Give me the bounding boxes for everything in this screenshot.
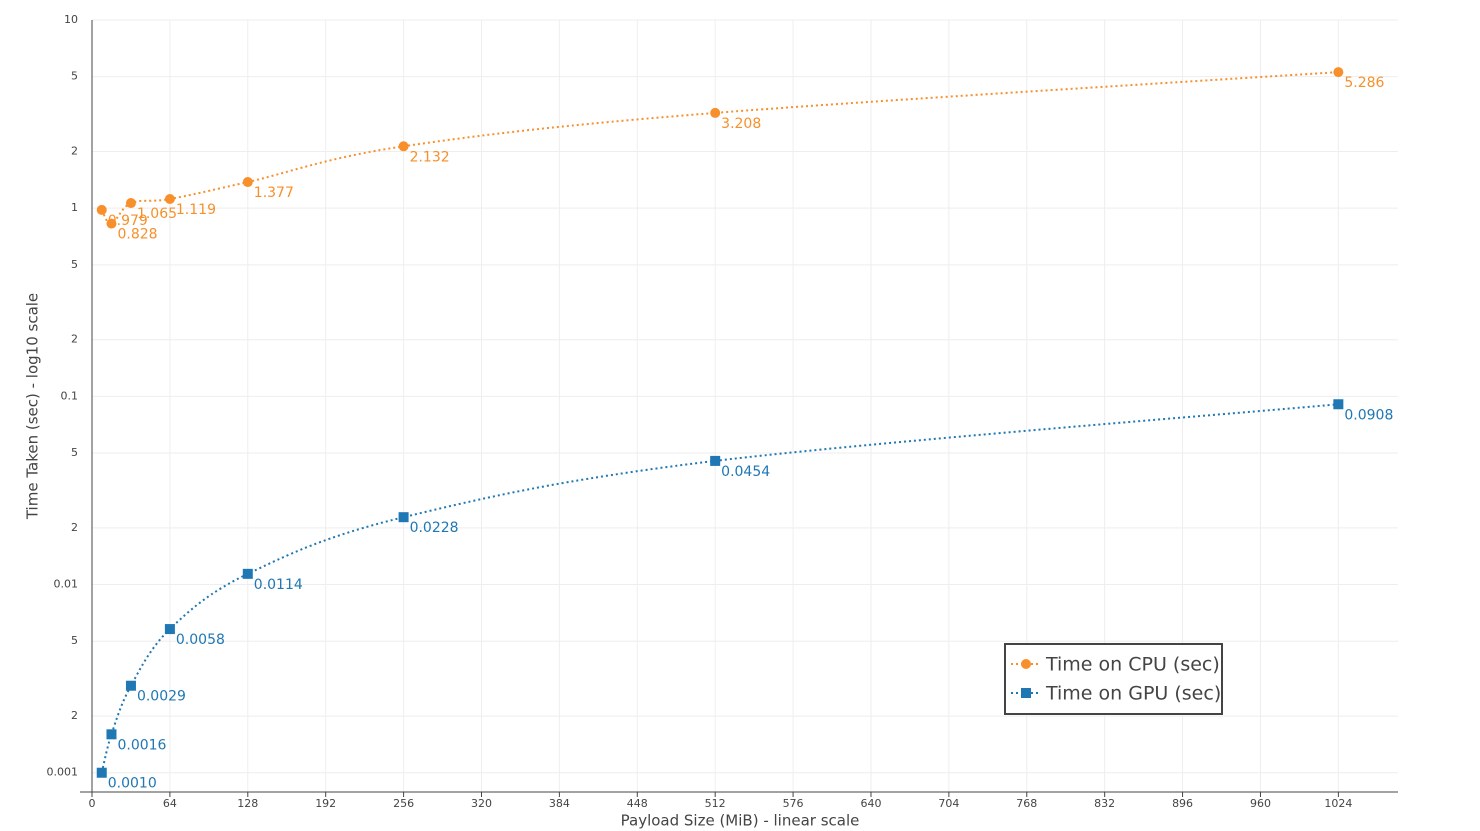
legend-marker: [1021, 659, 1031, 669]
marker: [398, 141, 409, 152]
data-label: 0.828: [117, 227, 157, 243]
x-tick-label: 960: [1250, 797, 1271, 810]
x-tick-label: 64: [163, 797, 177, 810]
x-tick-label: 0: [89, 797, 96, 810]
x-tick-label: 512: [705, 797, 726, 810]
y-tick-label: 2: [71, 145, 78, 158]
y-tick-label: 0.1: [61, 389, 79, 402]
y-tick-label: 5: [71, 70, 78, 83]
series-line: [100, 71, 1339, 225]
marker: [710, 107, 721, 118]
data-label: 0.979: [108, 213, 148, 229]
data-label: 1.119: [176, 202, 216, 218]
legend-label: Time on CPU (sec): [1045, 654, 1220, 676]
x-tick-label: 704: [938, 797, 959, 810]
marker: [164, 193, 175, 204]
data-label: 0.0454: [721, 464, 770, 480]
legend-label: Time on GPU (sec): [1045, 683, 1221, 705]
data-label: 0.0908: [1344, 407, 1393, 423]
marker: [106, 729, 117, 740]
x-axis-label: Payload Size (MiB) - linear scale: [621, 812, 860, 830]
y-axis-label: Time Taken (sec) - log10 scale: [24, 293, 42, 520]
data-label: 0.0228: [410, 520, 459, 536]
x-tick-label: 192: [315, 797, 336, 810]
marker: [125, 198, 136, 209]
y-tick-label: 0.01: [54, 578, 79, 591]
marker: [106, 218, 117, 229]
y-tick-label: 10: [64, 13, 78, 26]
legend: Time on CPU (sec) Time on GPU (sec): [1004, 643, 1223, 715]
x-tick-label: 832: [1094, 797, 1115, 810]
data-label: 5.286: [1344, 75, 1384, 91]
marker: [1333, 67, 1344, 78]
x-tick-label: 448: [627, 797, 648, 810]
legend-box: [1004, 643, 1223, 715]
y-tick-label: 5: [71, 634, 78, 647]
y-tick-label: 2: [71, 521, 78, 534]
y-tick-label: 2: [71, 709, 78, 722]
x-tick-label: 640: [860, 797, 881, 810]
data-label: 0.0010: [108, 776, 157, 792]
marker: [398, 512, 409, 523]
x-tick-label: 1024: [1324, 797, 1352, 810]
y-tick-label: 1: [71, 201, 78, 214]
x-tick-label: 320: [471, 797, 492, 810]
data-label: 3.208: [721, 116, 761, 132]
marker: [1333, 399, 1344, 410]
data-label: 0.0058: [176, 632, 225, 648]
data-label: 0.0029: [137, 689, 186, 705]
marker: [710, 455, 721, 466]
x-tick-label: 768: [1016, 797, 1037, 810]
x-tick-label: 256: [393, 797, 414, 810]
x-tick-label: 384: [549, 797, 570, 810]
x-tick-label: 576: [783, 797, 804, 810]
marker: [125, 680, 136, 691]
marker: [242, 568, 253, 579]
data-label: 1.065: [137, 206, 177, 222]
marker: [96, 767, 107, 778]
data-label: 0.0114: [254, 577, 303, 593]
data-label: 2.132: [410, 149, 450, 165]
marker: [164, 624, 175, 635]
marker: [96, 204, 107, 215]
y-tick-label: 5: [71, 446, 78, 459]
y-tick-label: 2: [71, 333, 78, 346]
y-tick-label: 5: [71, 258, 78, 271]
marker: [242, 177, 253, 188]
data-label: 0.0016: [117, 737, 166, 753]
x-tick-label: 896: [1172, 797, 1193, 810]
x-tick-label: 128: [237, 797, 258, 810]
data-label: 1.377: [254, 185, 294, 201]
legend-marker: [1021, 688, 1031, 698]
y-tick-label: 0.001: [47, 766, 79, 779]
